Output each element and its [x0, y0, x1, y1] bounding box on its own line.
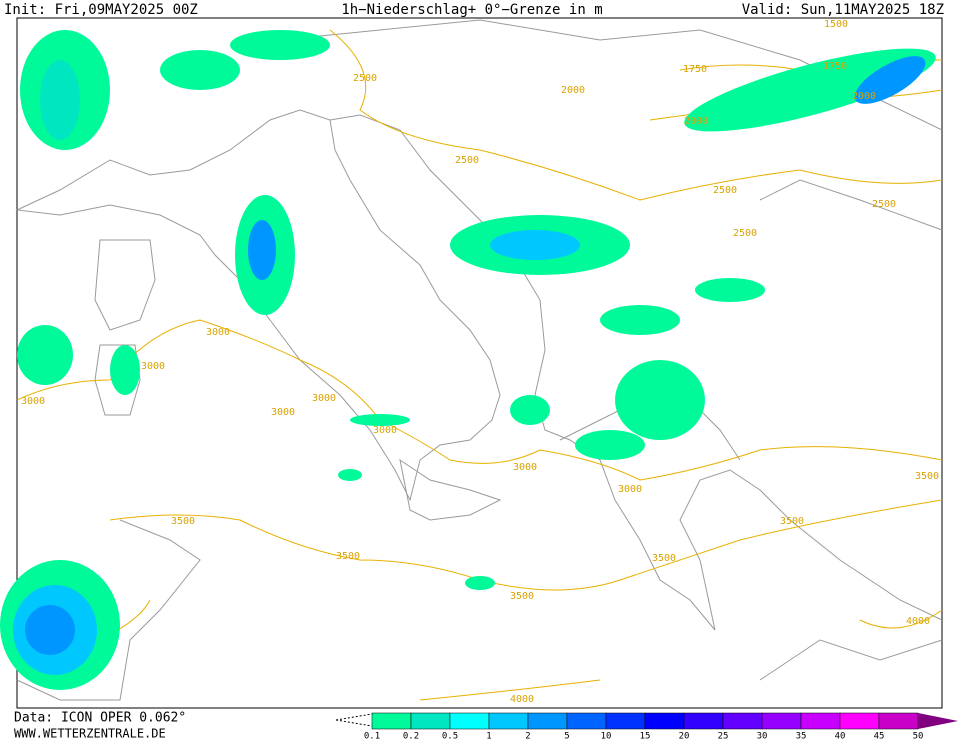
contour-label: 3000 [373, 425, 397, 436]
contour-label: 1750 [823, 61, 847, 72]
contour-label: 3500 [510, 591, 534, 602]
contour-label: 3000 [21, 396, 45, 407]
map-frame [16, 17, 943, 709]
legend-label: 35 [796, 732, 807, 741]
contour-label: 2500 [713, 185, 737, 196]
legend-label: 30 [757, 732, 768, 741]
legend-label: 50 [913, 732, 924, 741]
legend-swatch [488, 712, 529, 730]
legend-swatch [566, 712, 607, 730]
contour-label: 2500 [872, 199, 896, 210]
contour-label: 3000 [618, 484, 642, 495]
legend-label: 2 [525, 732, 530, 741]
legend-label: 40 [835, 732, 846, 741]
legend-swatch [527, 712, 568, 730]
legend-swatch [918, 713, 958, 729]
legend-swatch [644, 712, 685, 730]
contour-label: 1750 [683, 64, 707, 75]
contour-label: 3000 [513, 462, 537, 473]
init-time: Init: Fri,09MAY2025 00Z [4, 2, 198, 18]
legend-swatch [683, 712, 724, 730]
legend-swatch [839, 712, 880, 730]
legend: 0.1 0.2 0.5 1 2 5 10 15 20 25 30 35 40 45 50 [364, 712, 958, 741]
legend-label: 0.1 [364, 732, 380, 741]
legend-swatch [761, 712, 802, 730]
contour-label: 1500 [824, 19, 848, 30]
website: WWW.WETTERZENTRALE.DE [14, 727, 166, 741]
legend-label: 20 [679, 732, 690, 741]
contour-label: 3500 [915, 471, 939, 482]
legend-label: 1 [486, 732, 491, 741]
legend-label: 45 [874, 732, 885, 741]
contour-label: 4000 [906, 616, 930, 627]
legend-swatch [605, 712, 646, 730]
legend-swatch [800, 712, 841, 730]
legend-label: 0.2 [403, 732, 419, 741]
map-title: 1h−Niederschlag+ 0°−Grenze in m [341, 2, 602, 18]
legend-low-arrow [335, 713, 373, 727]
legend-swatch [722, 712, 763, 730]
legend-label: 15 [640, 732, 651, 741]
legend-swatch [878, 712, 919, 730]
contour-label: 3500 [171, 516, 195, 527]
legend-swatch [371, 712, 412, 730]
contour-label: 3500 [780, 516, 804, 527]
legend-swatch [449, 712, 490, 730]
contour-label: 4000 [510, 694, 534, 705]
contour-label: 2500 [455, 155, 479, 166]
contour-label: 3000 [312, 393, 336, 404]
contour-label: 2000 [561, 85, 585, 96]
contour-label: 2500 [353, 73, 377, 84]
valid-time: Valid: Sun,11MAY2025 18Z [742, 2, 944, 18]
data-source: Data: ICON OPER 0.062° [14, 711, 186, 726]
coastlines [15, 19, 943, 701]
contour-label: 3000 [271, 407, 295, 418]
legend-label: 10 [601, 732, 612, 741]
contour-label: 2000 [684, 116, 708, 127]
legend-label: 5 [564, 732, 569, 741]
contour-label: 2000 [852, 91, 876, 102]
legend-label: 0.5 [442, 732, 458, 741]
contour-label: 3500 [652, 553, 676, 564]
legend-swatch [410, 712, 451, 730]
precipitation-areas [0, 30, 936, 690]
legend-label: 25 [718, 732, 729, 741]
contour-label: 2500 [733, 228, 757, 239]
contour-label: 3000 [206, 327, 230, 338]
contour-label: 3500 [336, 551, 360, 562]
contour-label: 3000 [141, 361, 165, 372]
